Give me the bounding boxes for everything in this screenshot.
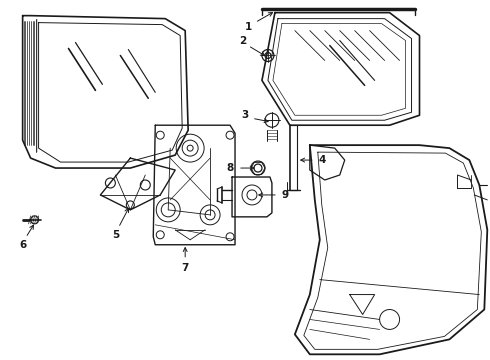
Text: 6: 6	[19, 240, 26, 250]
Text: 7: 7	[181, 263, 189, 273]
Text: 8: 8	[226, 163, 234, 173]
Text: 3: 3	[242, 110, 248, 120]
Text: 1: 1	[245, 22, 252, 32]
Text: 5: 5	[112, 230, 119, 240]
Text: 2: 2	[240, 36, 246, 46]
Text: 9: 9	[281, 190, 289, 200]
Text: 4: 4	[318, 155, 325, 165]
